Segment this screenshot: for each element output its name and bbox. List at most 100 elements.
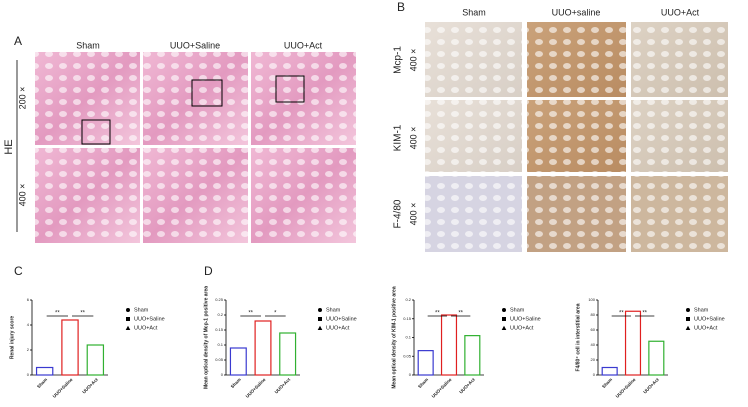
- he-images: [35, 52, 356, 243]
- x-tick-label: UUO+Saline: [615, 377, 637, 399]
- y-tick-label: 2: [27, 347, 30, 352]
- bar: [648, 340, 665, 376]
- legend-marker: [125, 325, 131, 330]
- column-header: UUO+Saline: [170, 40, 220, 50]
- y-tick-label: 60: [591, 327, 596, 332]
- y-tick-label: 100: [588, 297, 595, 302]
- y-axis-label: Renal injury score: [9, 316, 15, 360]
- bar: [440, 314, 458, 376]
- significance-label: **: [248, 311, 253, 317]
- legend-label: Sham: [510, 307, 525, 313]
- y-tick-label: 0.2: [217, 312, 223, 317]
- row-label: 400 ×: [17, 184, 27, 207]
- column-header: UUO+Act: [661, 7, 700, 17]
- column-header: UUO+Act: [284, 40, 323, 50]
- legend-marker: [685, 325, 691, 330]
- panel-label: B: [397, 0, 405, 14]
- row-label: 400 ×: [408, 203, 418, 226]
- panel-label: C: [14, 264, 23, 278]
- legend-label: Sham: [134, 307, 149, 313]
- y-axis-label: Mean optical density of KIM-1 positive a…: [391, 286, 397, 388]
- y-tick-label: 0.2: [405, 297, 411, 302]
- legend-marker: [318, 308, 322, 312]
- significance-label: **: [55, 311, 60, 317]
- panel-label: A: [14, 34, 22, 48]
- column-header: Sham: [462, 7, 486, 17]
- legend-label: UUO+Saline: [694, 316, 725, 322]
- legend-marker: [126, 317, 130, 321]
- significance-label: **: [619, 311, 624, 317]
- significance-label: **: [458, 311, 463, 317]
- legend-marker: [126, 308, 130, 312]
- y-tick-label: 0: [221, 372, 224, 377]
- legend-label: UUO+Act: [134, 325, 158, 331]
- x-tick-label: Sham: [417, 377, 429, 389]
- legend-label: Sham: [326, 307, 341, 313]
- bar: [464, 335, 481, 376]
- y-tick-label: 0.05: [403, 353, 412, 358]
- legend-marker: [502, 317, 506, 321]
- x-tick-label: Sham: [230, 377, 242, 389]
- x-tick-label: Sham: [36, 377, 48, 389]
- x-tick-label: UUO+Act: [274, 377, 292, 395]
- legend-label: UUO+Saline: [326, 316, 357, 322]
- legend-label: UUO+Act: [510, 325, 534, 331]
- stain-label: HE: [3, 139, 15, 154]
- y-tick-label: 0.25: [215, 297, 224, 302]
- x-tick-label: UUO+Act: [458, 377, 476, 395]
- bar: [601, 366, 618, 376]
- x-tick-label: UUO+Saline: [431, 377, 453, 399]
- legend-label: UUO+Saline: [510, 316, 541, 322]
- row-label: 200 ×: [17, 87, 27, 110]
- marker-label: F-4/80: [393, 199, 404, 228]
- significance-label: **: [642, 311, 647, 317]
- bar: [86, 344, 105, 376]
- y-tick-label: 0.15: [403, 316, 412, 321]
- significance-label: **: [435, 311, 440, 317]
- legend-label: UUO+Saline: [134, 316, 165, 322]
- y-tick-label: 0.1: [217, 342, 223, 347]
- bar: [624, 310, 642, 376]
- panel-label: D: [204, 264, 213, 278]
- row-label: 400 ×: [408, 127, 418, 150]
- legend-marker: [686, 308, 690, 312]
- y-tick-label: 20: [591, 357, 596, 362]
- y-tick-label: 0: [593, 372, 596, 377]
- y-tick-label: 0: [409, 372, 412, 377]
- y-tick-label: 80: [591, 312, 596, 317]
- y-tick-label: 0.1: [405, 335, 411, 340]
- legend-label: UUO+Act: [326, 325, 350, 331]
- bar: [229, 347, 247, 376]
- y-axis-label: Mean optical density of Mcp-1 positive a…: [203, 286, 209, 389]
- bar: [35, 366, 54, 376]
- legend-marker: [318, 317, 322, 321]
- x-tick-label: UUO+Saline: [52, 377, 74, 399]
- marker-label: Mcp-1: [393, 46, 404, 74]
- y-tick-label: 0.15: [215, 327, 224, 332]
- y-tick-label: 6: [27, 297, 30, 302]
- y-tick-label: 4: [27, 322, 30, 327]
- row-label: 400 ×: [408, 49, 418, 72]
- y-axis-label: F4/80⁺ cell in interstitial area: [575, 303, 581, 371]
- bar: [254, 320, 272, 376]
- x-tick-label: UUO+Saline: [245, 377, 267, 399]
- ihc-images: [425, 22, 728, 252]
- x-tick-label: UUO+Act: [642, 377, 660, 395]
- column-header: Sham: [76, 40, 100, 50]
- legend-marker: [502, 308, 506, 312]
- significance-label: **: [80, 311, 85, 317]
- legend-marker: [317, 325, 323, 330]
- legend-marker: [501, 325, 507, 330]
- legend-label: UUO+Act: [694, 325, 718, 331]
- y-tick-label: 40: [591, 342, 596, 347]
- column-header: UUO+saline: [552, 7, 601, 17]
- x-tick-label: UUO+Act: [81, 377, 99, 395]
- bar: [417, 350, 434, 376]
- legend-label: Sham: [694, 307, 709, 313]
- y-tick-label: 0: [27, 372, 30, 377]
- legend-marker: [686, 317, 690, 321]
- y-tick-label: 0.05: [215, 357, 224, 362]
- significance-label: *: [274, 311, 277, 317]
- x-tick-label: Sham: [601, 377, 613, 389]
